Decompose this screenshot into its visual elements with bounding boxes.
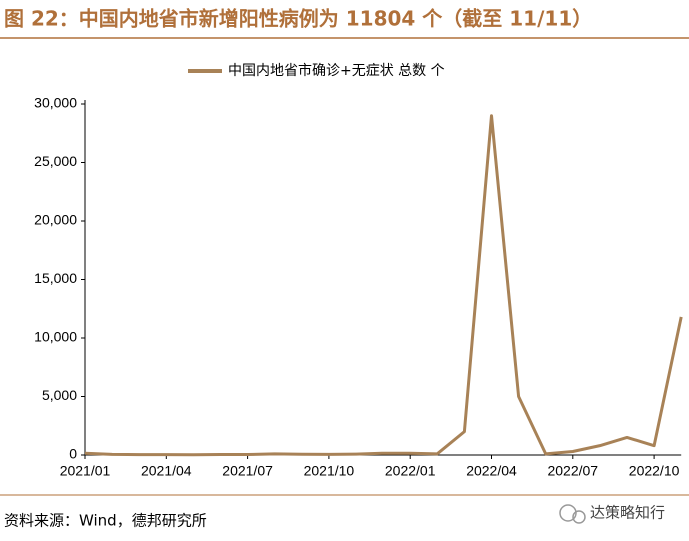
data-line bbox=[84, 114, 683, 457]
y-tick-label: 5,000 bbox=[42, 387, 77, 403]
watermark: 达策略知行 bbox=[590, 504, 665, 522]
y-tick-label: 15,000 bbox=[34, 270, 77, 286]
x-tick-label: 2022/10 bbox=[629, 463, 680, 479]
y-tick-label: 0 bbox=[69, 446, 77, 462]
x-tick-label: 2021/04 bbox=[141, 463, 192, 479]
x-tick-label: 2022/04 bbox=[466, 463, 517, 479]
x-tick-label: 2022/07 bbox=[547, 463, 598, 479]
x-tick-label: 2022/01 bbox=[385, 463, 436, 479]
y-tick-label: 25,000 bbox=[34, 153, 77, 169]
y-tick-label: 30,000 bbox=[34, 95, 77, 111]
y-tick-label: 20,000 bbox=[34, 212, 77, 228]
x-tick-label: 2021/07 bbox=[222, 463, 273, 479]
legend-label: 中国内地省市确诊+无症状 总数 个 bbox=[228, 62, 445, 79]
source-note: 资料来源：Wind，德邦研究所 bbox=[4, 512, 207, 530]
y-tick-label: 10,000 bbox=[34, 329, 77, 345]
watermark-icon bbox=[559, 504, 586, 524]
x-tick-label: 2021/10 bbox=[304, 463, 355, 479]
x-tick-label: 2021/01 bbox=[60, 463, 111, 479]
chart-title: 图 22：中国内地省市新增阳性病例为 11804 个（截至 11/11） bbox=[4, 7, 592, 31]
